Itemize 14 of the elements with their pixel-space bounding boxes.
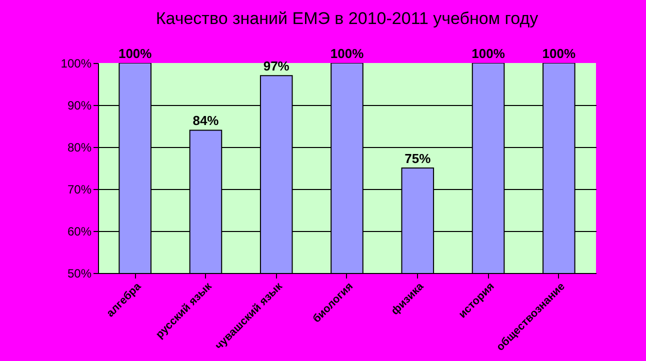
data-label: 84% — [192, 113, 220, 128]
y-tick-label: 80% — [67, 140, 92, 154]
chart-title: Качество знаний ЕМЭ в 2010-2011 учебном году — [156, 9, 539, 28]
data-label: 100% — [118, 46, 152, 61]
y-tick-label: 100% — [60, 56, 92, 70]
data-label: 100% — [330, 46, 364, 61]
data-label: 100% — [542, 46, 576, 61]
y-tick-label: 90% — [67, 98, 92, 112]
y-tick-label: 50% — [67, 266, 92, 280]
data-label: 100% — [472, 46, 506, 61]
data-label: 75% — [404, 151, 432, 166]
data-label: 97% — [263, 58, 290, 74]
y-tick-label: 60% — [67, 224, 92, 238]
y-tick-label: 70% — [67, 182, 92, 196]
